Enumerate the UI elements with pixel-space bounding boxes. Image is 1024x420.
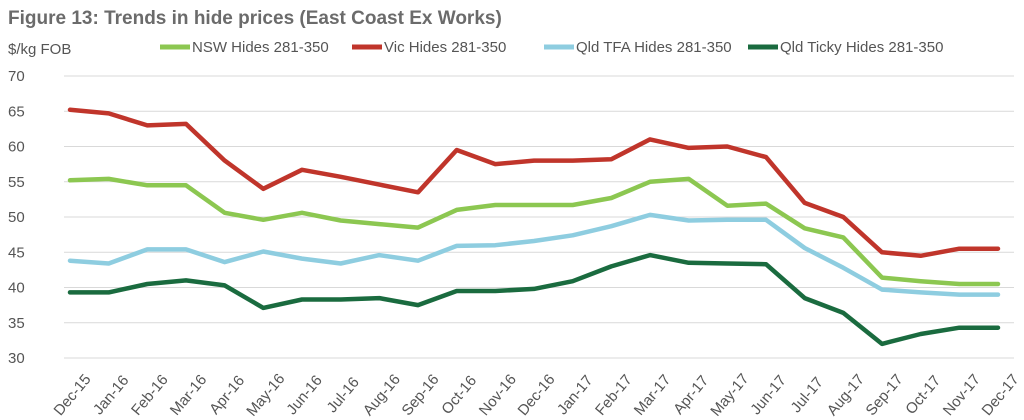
y-axis-label: $/kg FOB xyxy=(8,41,71,58)
x-tick-label: Aug-17 xyxy=(824,371,868,419)
x-tick-label: Oct-16 xyxy=(438,372,480,417)
series-line-1 xyxy=(67,176,1001,287)
x-tick-label: Jan-17 xyxy=(554,372,597,418)
y-axis-ticks: 30 35 40 45 50 55 60 65 70 xyxy=(8,68,25,367)
series-line-4 xyxy=(67,252,1001,347)
y-tick-label: 50 xyxy=(8,209,25,226)
x-tick-label: Mar-16 xyxy=(167,371,211,418)
x-tick-label: May-16 xyxy=(243,370,288,419)
x-tick-label: Apr-16 xyxy=(206,372,248,417)
legend-label: NSW Hides 281-350 xyxy=(192,39,329,56)
series-line-3 xyxy=(67,212,1001,297)
chart-title: Figure 13: Trends in hide prices (East C… xyxy=(8,8,502,29)
x-tick-label: Feb-17 xyxy=(592,371,636,418)
y-tick-label: 40 xyxy=(8,280,25,297)
y-tick-label: 30 xyxy=(8,350,25,367)
y-tick-label: 65 xyxy=(8,103,25,120)
x-tick-label: Dec-16 xyxy=(514,371,558,419)
x-tick-label: Nov-17 xyxy=(940,371,984,419)
y-tick-label: 35 xyxy=(8,315,25,332)
x-tick-label: Jun-16 xyxy=(283,372,326,418)
x-tick-label: Sep-17 xyxy=(862,371,906,419)
y-tick-label: 45 xyxy=(8,244,25,261)
legend: NSW Hides 281-350 Vic Hides 281-350 Qld TF… xyxy=(160,39,943,56)
x-tick-label: Sep-16 xyxy=(398,371,442,419)
y-tick-label: 55 xyxy=(8,174,25,191)
x-tick-label: May-17 xyxy=(707,370,752,419)
x-tick-label: Dec-15 xyxy=(50,371,94,419)
legend-label: Qld TFA Hides 281-350 xyxy=(576,39,732,56)
gridlines xyxy=(64,75,1014,359)
x-tick-label: Jul-17 xyxy=(788,374,827,416)
x-tick-label: Mar-17 xyxy=(631,371,675,418)
x-axis-ticks: Dec-15Jan-16Feb-16Mar-16Apr-16May-16Jun-… xyxy=(50,370,1022,419)
x-tick-label: Dec-17 xyxy=(978,371,1022,419)
x-tick-label: Feb-16 xyxy=(128,371,172,418)
legend-label: Qld Ticky Hides 281-350 xyxy=(780,39,943,56)
x-tick-label: Oct-17 xyxy=(902,372,944,417)
series-line-2 xyxy=(67,107,1001,259)
x-tick-label: Nov-16 xyxy=(476,371,520,419)
y-tick-label: 70 xyxy=(8,68,25,85)
x-tick-label: Apr-17 xyxy=(670,372,712,417)
legend-label: Vic Hides 281-350 xyxy=(384,39,506,56)
series-lines xyxy=(67,107,1001,347)
x-tick-label: Jul-16 xyxy=(324,374,363,416)
x-tick-label: Jan-16 xyxy=(90,372,133,418)
x-tick-label: Jun-17 xyxy=(747,372,790,418)
y-tick-label: 60 xyxy=(8,139,25,156)
x-tick-label: Aug-16 xyxy=(360,371,404,419)
